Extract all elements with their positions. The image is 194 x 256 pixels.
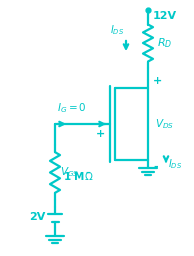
Text: 1 M$\Omega$: 1 M$\Omega$: [63, 170, 94, 183]
Text: -: -: [153, 162, 158, 172]
Text: +: +: [96, 129, 105, 139]
Text: +: +: [153, 76, 162, 86]
Text: $V_{GS}$: $V_{GS}$: [60, 165, 79, 179]
Text: $I_G = 0$: $I_G = 0$: [57, 101, 87, 115]
Text: 12V: 12V: [153, 11, 177, 21]
Text: 2V: 2V: [29, 212, 45, 222]
Text: -: -: [85, 168, 90, 178]
Text: $V_{DS}$: $V_{DS}$: [155, 117, 174, 131]
Text: $I_{DS}$: $I_{DS}$: [168, 157, 182, 171]
Text: $R_D$: $R_D$: [157, 36, 172, 50]
Text: $I_{DS}$: $I_{DS}$: [110, 23, 124, 37]
